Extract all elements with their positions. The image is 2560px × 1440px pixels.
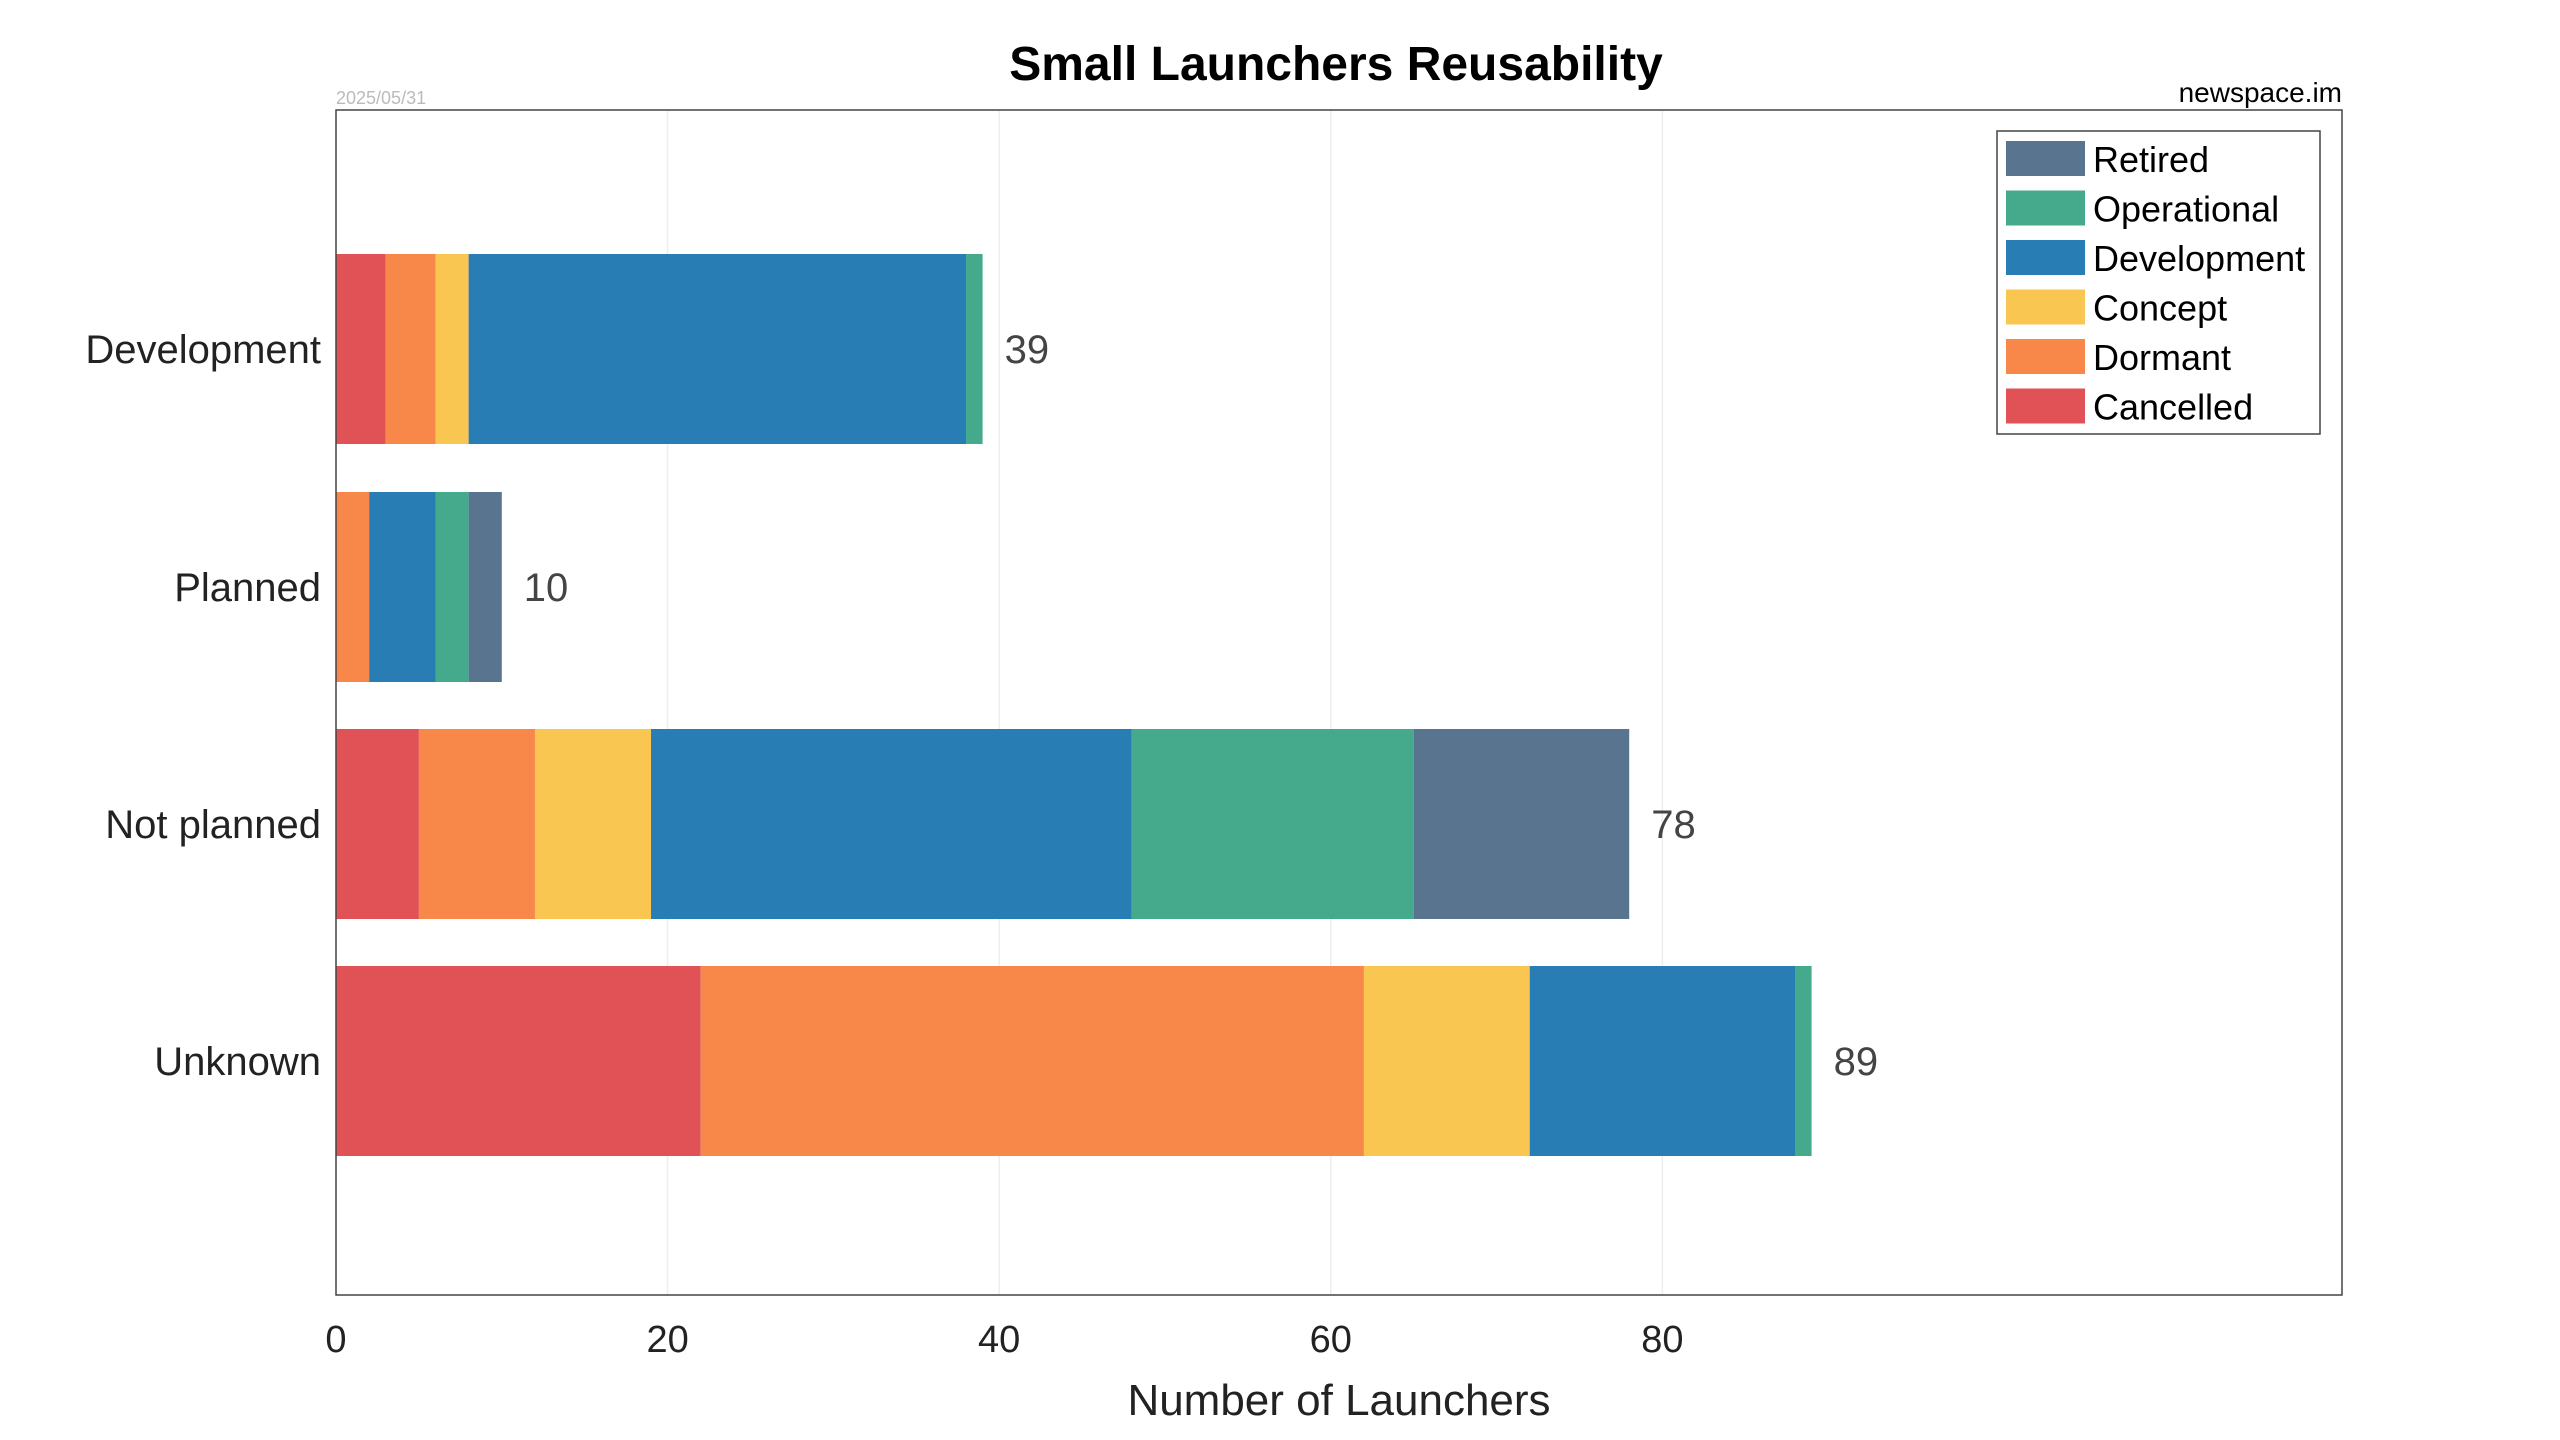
category-label: Unknown — [154, 1040, 321, 1084]
legend-frame — [1996, 130, 2321, 435]
x-tick-label: 20 — [646, 1319, 688, 1361]
x-ticks: 0 20 40 60 80 — [325, 1319, 1683, 1361]
legend-label-operational: Operational — [2093, 189, 2279, 230]
bar-segment-operational-unknown — [1795, 966, 1812, 1156]
bar-segment-development-planned — [369, 492, 436, 682]
legend-swatch-cancelled — [2006, 388, 2085, 424]
legend-label-concept: Concept — [2093, 288, 2227, 329]
category-label: Not planned — [105, 803, 321, 847]
legend-swatch-dormant — [2006, 339, 2085, 374]
legend-label-retired: Retired — [2093, 139, 2209, 180]
bar-segment-development-not-planned — [651, 729, 1132, 919]
bar-segment-cancelled-unknown — [336, 966, 701, 1156]
bars — [336, 254, 1812, 1156]
x-tick-label: 0 — [325, 1319, 346, 1361]
bar-segment-concept-development — [435, 254, 469, 444]
bar-total-label: 78 — [1651, 803, 1696, 847]
legend-swatch-development — [2006, 240, 2085, 275]
chart-source: newspace.im — [2179, 77, 2342, 108]
bar-segment-concept-unknown — [1363, 966, 1530, 1156]
x-tick-label: 80 — [1641, 1319, 1683, 1361]
legend: Retired Operational Development Concept Dorm… — [1996, 130, 2321, 435]
legend-swatch-concept — [2006, 289, 2085, 325]
legend-label-dormant: Dormant — [2093, 337, 2231, 378]
bar-total-label: 39 — [1005, 328, 1050, 372]
bar-segment-dormant-development — [385, 254, 436, 444]
legend-swatch-operational — [2006, 190, 2085, 226]
legend-label-cancelled: Cancelled — [2093, 387, 2253, 428]
bar-segment-cancelled-not-planned — [336, 729, 419, 919]
bar-segment-development-unknown — [1529, 966, 1795, 1156]
plot-frame — [335, 109, 2343, 1296]
bar-segment-concept-not-planned — [534, 729, 652, 919]
category-label: Planned — [174, 566, 321, 610]
bar-total-label: 89 — [1834, 1040, 1879, 1084]
chart-title: Small Launchers Reusability — [1009, 38, 1663, 91]
bar-segment-retired-not-planned — [1413, 729, 1630, 919]
bar-segment-operational-planned — [435, 492, 469, 682]
bar-total-label: 10 — [524, 566, 569, 610]
bar-segment-retired-planned — [468, 492, 502, 682]
bar-segment-cancelled-development — [336, 254, 386, 444]
bar-segment-development-development — [468, 254, 967, 444]
bar-segment-dormant-unknown — [700, 966, 1364, 1156]
category-labels: Development Planned Not planned Unknown — [85, 328, 321, 1084]
bar-segment-operational-not-planned — [1131, 729, 1414, 919]
x-axis-title: Number of Launchers — [1127, 1376, 1550, 1425]
legend-label-development: Development — [2093, 238, 2305, 279]
bar-totals: 39 10 78 89 — [524, 328, 1878, 1084]
legend-swatch-retired — [2006, 141, 2085, 176]
bar-segment-dormant-planned — [336, 492, 370, 682]
bar-segment-operational-development — [966, 254, 983, 444]
x-tick-label: 60 — [1310, 1319, 1352, 1361]
category-label: Development — [85, 328, 321, 372]
bar-segment-dormant-not-planned — [418, 729, 535, 919]
x-tick-label: 40 — [978, 1319, 1020, 1361]
chart-date: 2025/05/31 — [336, 88, 426, 108]
